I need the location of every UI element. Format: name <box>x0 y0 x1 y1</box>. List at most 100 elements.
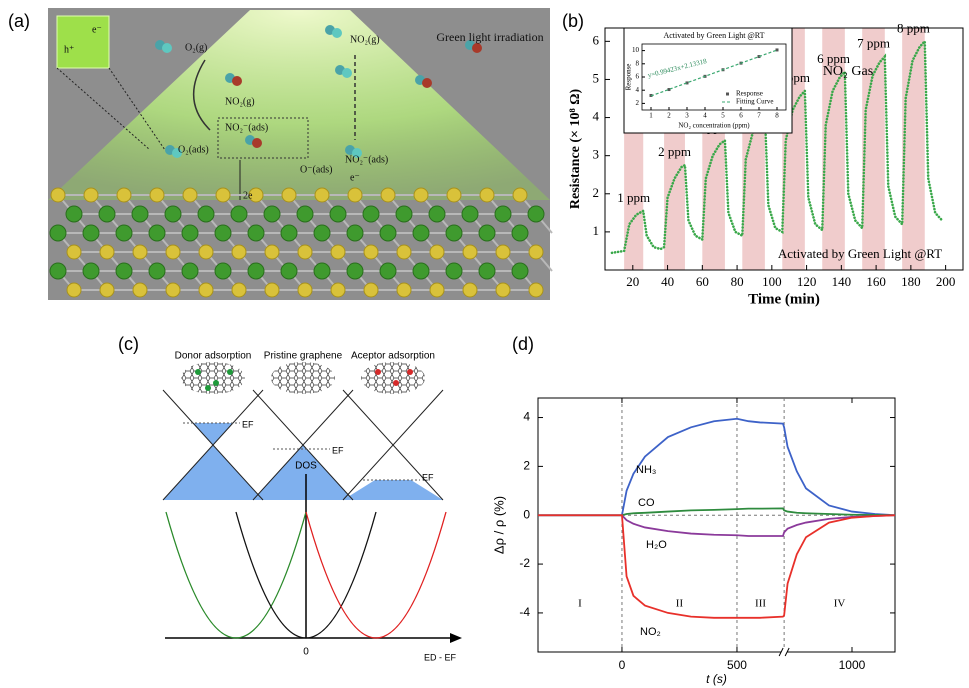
molecule-atom <box>252 138 262 148</box>
series-label: H₂O <box>646 539 667 551</box>
fermi-label: EF <box>242 419 254 429</box>
y-tick-label: 6 <box>593 32 600 47</box>
y-tick-label: 8 <box>636 59 640 67</box>
atom <box>348 188 362 202</box>
atom <box>331 245 345 259</box>
illustration-label: NO₂(g) <box>225 96 255 107</box>
axis-label: ED - EF <box>424 652 457 662</box>
atom <box>513 188 527 202</box>
region-label: II <box>676 598 684 610</box>
y-tick-label: 0 <box>523 507 530 521</box>
illustration-label: e⁻ <box>92 24 102 35</box>
atom <box>198 206 214 222</box>
illustration-label: h⁺ <box>64 44 74 55</box>
arrow-head <box>450 633 462 643</box>
adsorbate <box>407 369 413 375</box>
atom <box>512 263 528 279</box>
diagram: Donor adsorption Pristine graphene Acept… <box>163 351 462 663</box>
filled-states <box>193 423 233 445</box>
atom <box>281 225 297 241</box>
atom <box>413 263 429 279</box>
molecule-atom <box>232 76 242 86</box>
atom <box>397 283 411 297</box>
x-tick-label: 4 <box>703 112 707 120</box>
atom <box>413 225 429 241</box>
x-tick-label: 120 <box>797 274 817 289</box>
atom <box>364 245 378 259</box>
atom <box>347 225 363 241</box>
x-tick-label: 140 <box>832 274 852 289</box>
atom <box>495 206 511 222</box>
x-axis-title: Time (min) <box>748 291 820 307</box>
atom <box>150 188 164 202</box>
atom <box>67 283 81 297</box>
atom <box>446 225 462 241</box>
atom <box>479 263 495 279</box>
x-tick-label: 8 <box>775 112 779 120</box>
inset-chart: Activated by Green Light @RT246810123456… <box>624 28 792 133</box>
x-tick-label: 5 <box>721 112 725 120</box>
x-tick-label: 20 <box>626 274 639 289</box>
adsorbate <box>375 369 381 375</box>
atom <box>199 245 213 259</box>
atom <box>496 245 510 259</box>
y-tick-label: 1 <box>593 223 600 238</box>
atom <box>51 188 65 202</box>
atom <box>100 245 114 259</box>
illustration-label: O⁻(ads) <box>300 164 333 175</box>
y-tick-label: 2 <box>593 185 600 200</box>
series-label: NO₂ <box>640 626 661 638</box>
atom <box>315 188 329 202</box>
atom <box>512 225 528 241</box>
atom <box>199 283 213 297</box>
atom <box>363 206 379 222</box>
y-tick-label: 6 <box>636 73 640 81</box>
y-tick-label: 5 <box>593 70 600 85</box>
y-tick-label: 2 <box>523 459 530 473</box>
x-tick-label: 500 <box>727 658 747 672</box>
atom <box>463 245 477 259</box>
y-tick-label: 10 <box>632 46 640 54</box>
concentration-label: 2 ppm <box>658 144 691 159</box>
atom <box>133 245 147 259</box>
annotation: Activated by Green Light @RT <box>778 246 942 261</box>
cone-title: Donor adsorption <box>175 351 252 362</box>
atom <box>166 283 180 297</box>
region-label: IV <box>834 598 846 610</box>
atom <box>248 263 264 279</box>
legend-label: Fitting Curve <box>736 98 774 106</box>
y-tick-label: 3 <box>593 147 600 162</box>
x-tick-label: 6 <box>739 112 743 120</box>
illustration-label: Green light irradiation <box>436 30 543 44</box>
atom <box>446 263 462 279</box>
y-tick-label: 4 <box>593 109 600 124</box>
atom <box>216 188 230 202</box>
axis-label: 0 <box>303 647 309 658</box>
atom <box>529 245 543 259</box>
x-axis-title: t (s) <box>706 672 727 686</box>
atom <box>50 263 66 279</box>
atom <box>529 283 543 297</box>
atom <box>297 206 313 222</box>
x-tick-label: 200 <box>936 274 956 289</box>
atom <box>84 188 98 202</box>
atom <box>429 206 445 222</box>
x-tick-label: 1000 <box>839 658 866 672</box>
filled-states <box>163 445 263 500</box>
x-tick-label: 100 <box>762 274 782 289</box>
dos-curve <box>166 512 306 638</box>
cone-title: Pristine graphene <box>264 351 343 362</box>
concentration-label: 1 ppm <box>617 190 650 205</box>
atom <box>528 206 544 222</box>
atom <box>132 206 148 222</box>
legend-marker <box>726 93 729 96</box>
graphene-sheet <box>271 362 335 394</box>
atom <box>83 225 99 241</box>
x-tick-label: 2 <box>667 112 671 120</box>
adsorbate <box>227 369 233 375</box>
atom <box>380 225 396 241</box>
fermi-label: EF <box>422 472 434 482</box>
atom <box>480 188 494 202</box>
atom <box>414 188 428 202</box>
adsorbate <box>205 385 211 391</box>
